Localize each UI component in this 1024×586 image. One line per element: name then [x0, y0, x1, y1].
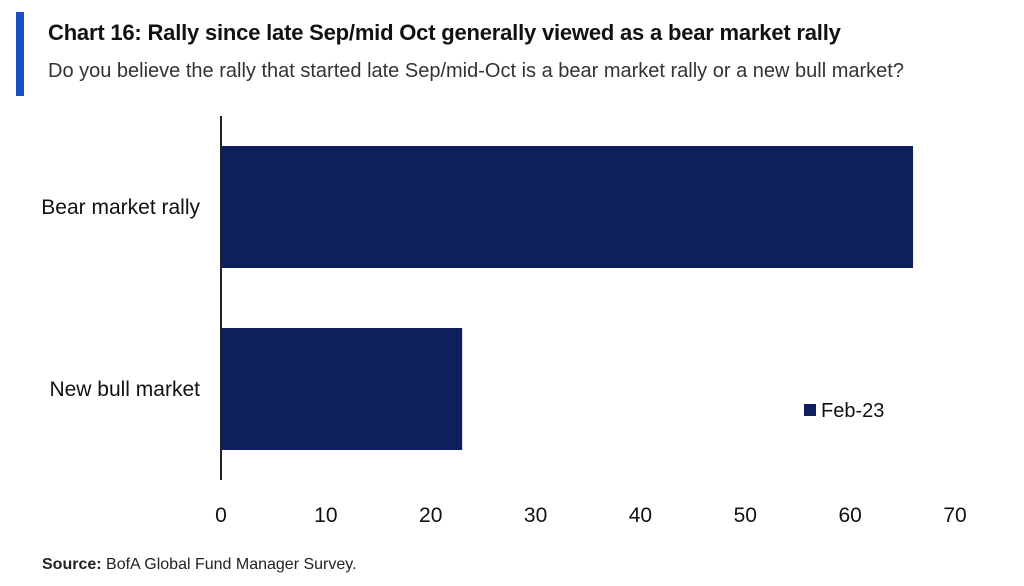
legend-label: Feb-23	[821, 400, 884, 422]
bar-bear-market-rally	[221, 146, 914, 268]
legend-swatch	[804, 404, 816, 416]
source-text: BofA Global Fund Manager Survey.	[101, 556, 357, 573]
bar-chart: Bear market rally New bull market 0 10 20 30 4…	[41, 116, 967, 527]
source-label: Source:	[42, 556, 102, 573]
x-tick-label: 50	[734, 504, 757, 527]
x-tick-label: 10	[314, 504, 337, 527]
category-label: Bear market rally	[41, 196, 200, 219]
source-note: Source: BofA Global Fund Manager Survey.	[42, 556, 357, 574]
x-tick-label: 0	[215, 504, 227, 527]
category-label: New bull market	[49, 378, 200, 401]
x-tick-label: 20	[419, 504, 442, 527]
x-tick-label: 60	[838, 504, 861, 527]
x-tick-label: 30	[524, 504, 547, 527]
x-tick-label: 40	[629, 504, 652, 527]
x-tick-label: 70	[943, 504, 966, 527]
title-accent-bar	[16, 12, 24, 96]
chart-title: Chart 16: Rally since late Sep/mid Oct g…	[48, 20, 841, 45]
chart-subtitle: Do you believe the rally that started la…	[48, 60, 904, 82]
bar-new-bull-market	[221, 328, 463, 450]
